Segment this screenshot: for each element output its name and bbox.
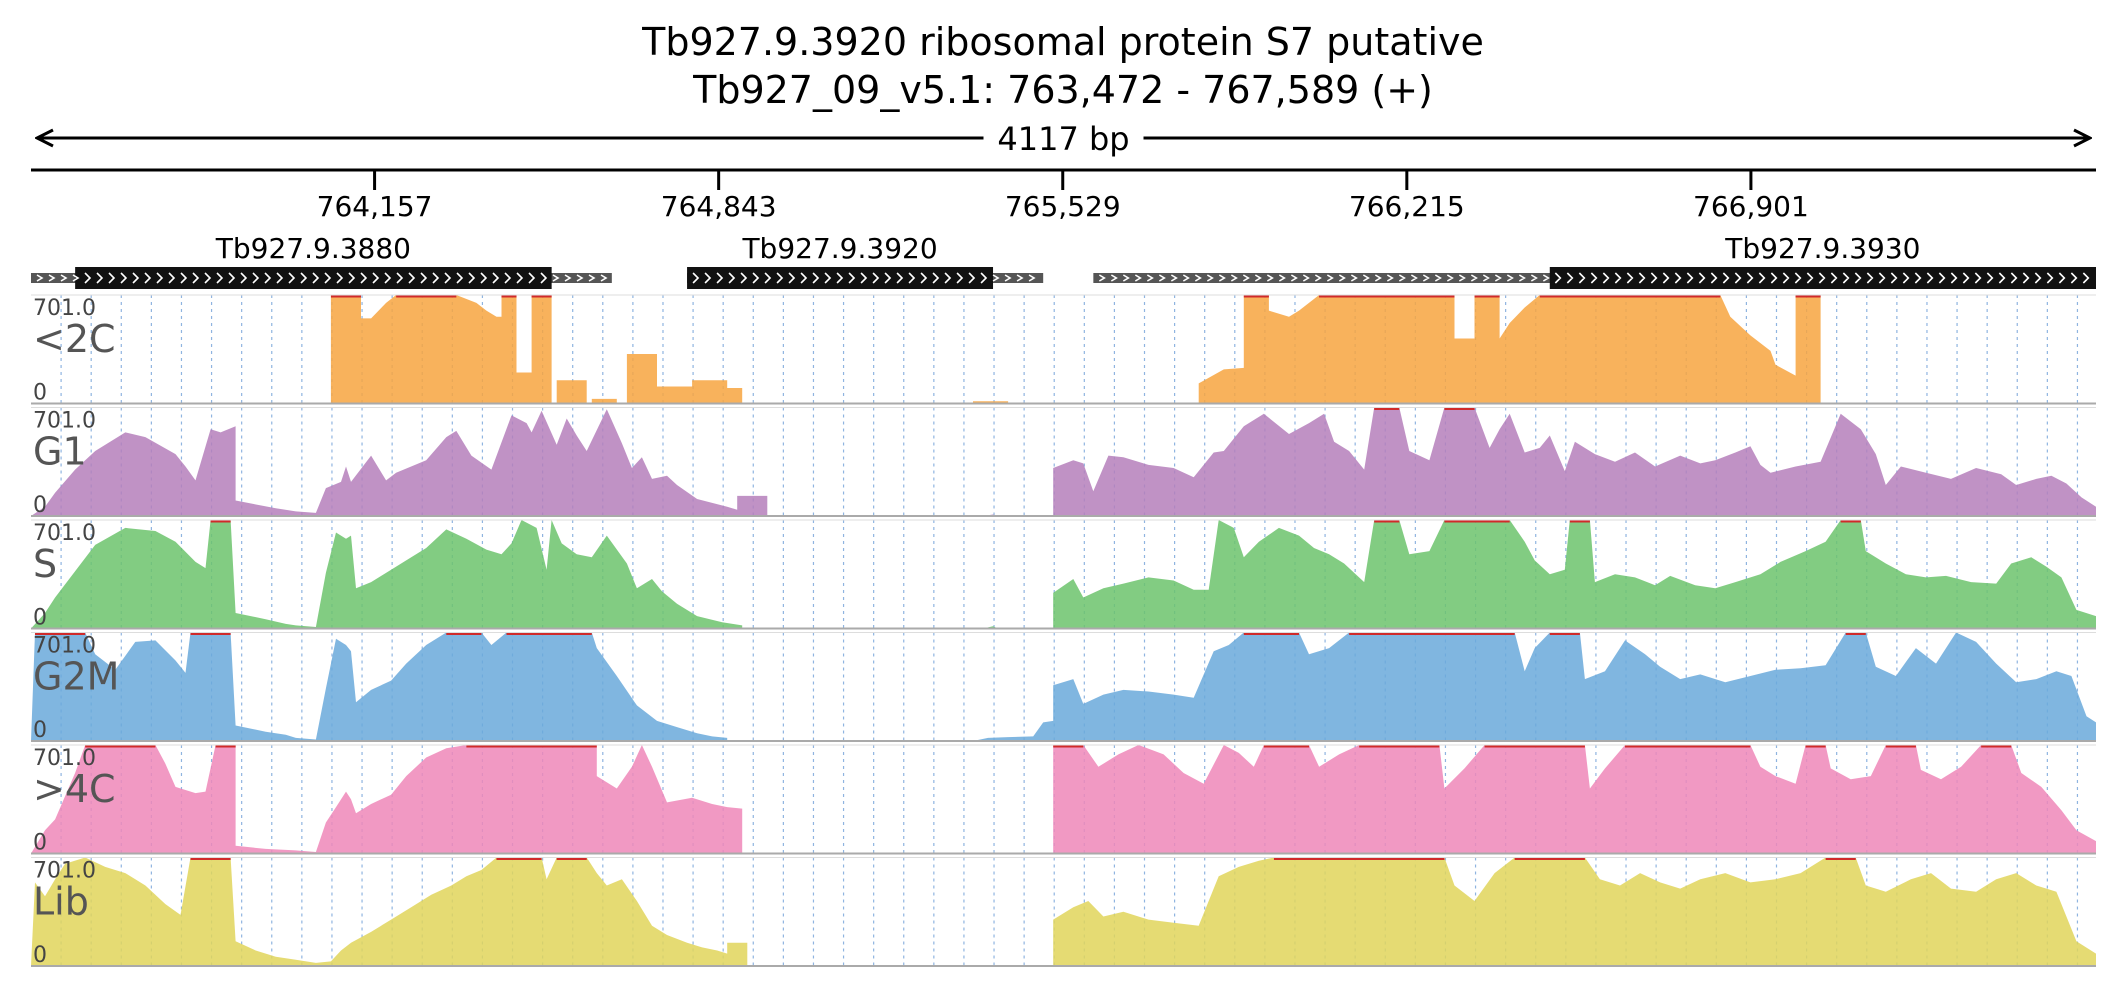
track-max-label: 701.0 <box>33 859 96 884</box>
track-name-label: >4C <box>33 767 116 811</box>
track-2: 701.0 0 S <box>31 519 2096 631</box>
axis-tick-label-3: 766,215 <box>1349 190 1465 223</box>
track-max-label: 701.0 <box>33 296 96 321</box>
track-min-label: 0 <box>33 493 47 518</box>
track-max-label: 701.0 <box>33 746 96 771</box>
axis-tick-label-0: 764,157 <box>317 190 433 223</box>
coverage-tracks: 701.00<2C701.00G1701.00S701.00G2M701.00>… <box>31 294 2096 968</box>
track-min-label: 0 <box>33 718 47 743</box>
gene-track: Tb927.9.3880 Tb927.9.3920 Tb927.9.3930 <box>31 232 2096 289</box>
track-name-label: S <box>33 542 57 586</box>
track-min-label: 0 <box>33 943 47 968</box>
gene-2: Tb927.9.3930 <box>1093 232 2096 289</box>
track-4: 701.0 0 >4C <box>31 744 2096 856</box>
track-min-label: 0 <box>33 831 47 856</box>
axis-tick-label-2: 765,529 <box>1005 190 1121 223</box>
gene-cds-bar <box>687 267 994 289</box>
coverage-area <box>31 295 2096 404</box>
strand-arrows <box>1098 272 2090 284</box>
page-subtitle: Tb927_09_v5.1: 763,472 - 767,589 (+) <box>693 68 1433 112</box>
track-max-label: 701.0 <box>33 634 96 659</box>
track-min-label: 0 <box>33 606 47 631</box>
title-block: Tb927.9.3920 ribosomal protein S7 putati… <box>0 18 2126 114</box>
gene-1: Tb927.9.3920 <box>687 232 1044 289</box>
gene-label: Tb927.9.3880 <box>215 232 411 265</box>
track-name-label: G1 <box>33 430 87 474</box>
track-1: 701.0 0 G1 <box>31 407 2096 518</box>
coverage-area <box>31 520 2096 629</box>
track-name-label: Lib <box>33 880 89 924</box>
genomic-axis: 764,157 764,843 765,529 766,215 766,901 <box>31 168 2096 223</box>
track-min-label: 0 <box>33 381 47 406</box>
track-name-label: G2M <box>33 655 119 699</box>
track-max-label: 701.0 <box>33 409 96 434</box>
coverage-area <box>31 745 2096 854</box>
gene-cds-bar <box>1549 267 2096 289</box>
coverage-area <box>31 632 2096 741</box>
span-indicator: 4117 bp <box>37 120 2090 158</box>
axis-tick-label-4: 766,901 <box>1693 190 1809 223</box>
coverage-area <box>31 407 2096 516</box>
track-name-label: <2C <box>33 317 116 361</box>
coverage-area <box>31 857 2096 966</box>
axis-tick-label-1: 764,843 <box>661 190 777 223</box>
gene-cds-bar <box>75 267 552 289</box>
track-5: 701.0 0 Lib <box>31 857 2096 968</box>
page-title: Tb927.9.3920 ribosomal protein S7 putati… <box>642 20 1484 64</box>
track-3: 701.0 0 G2M <box>31 632 2096 743</box>
strand-arrows <box>36 272 608 284</box>
gene-label: Tb927.9.3930 <box>1724 232 1920 265</box>
track-0: 701.0 0 <2C <box>31 294 2096 406</box>
gene-0: Tb927.9.3880 <box>31 232 612 289</box>
track-max-label: 701.0 <box>33 521 96 546</box>
span-length-label: 4117 bp <box>997 120 1129 158</box>
gene-label: Tb927.9.3920 <box>741 232 937 265</box>
strand-arrows <box>692 272 1036 284</box>
